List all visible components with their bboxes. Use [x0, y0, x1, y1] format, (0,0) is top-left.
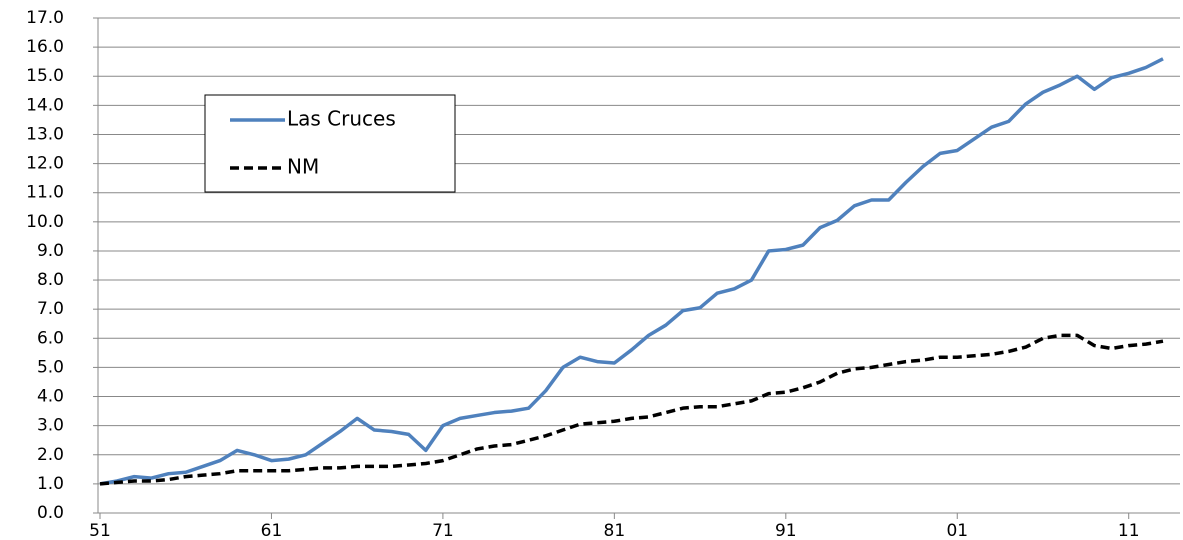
y-tick-label: 11.0 [26, 183, 64, 203]
y-tick-label: 2.0 [37, 445, 64, 465]
y-tick-label: 6.0 [37, 328, 64, 348]
x-tick-label: 01 [946, 521, 968, 540]
y-tick-label: 16.0 [26, 37, 64, 57]
legend-label: NM [287, 155, 319, 179]
x-tick-label: 51 [89, 521, 111, 540]
y-tick-label: 10.0 [26, 212, 64, 232]
x-tick-label: 11 [1118, 521, 1140, 540]
y-tick-label: 12.0 [26, 154, 64, 174]
y-tick-label: 9.0 [37, 241, 64, 261]
x-tick-label: 81 [604, 521, 626, 540]
x-tick-label: 91 [775, 521, 797, 540]
x-tick-label: 61 [261, 521, 283, 540]
y-tick-label: 14.0 [26, 95, 64, 115]
y-tick-label: 5.0 [37, 357, 64, 377]
legend-label: Las Cruces [287, 107, 396, 131]
legend-box [204, 94, 456, 193]
y-tick-label: 7.0 [37, 299, 64, 319]
y-tick-label: 1.0 [37, 474, 64, 494]
y-tick-label: 13.0 [26, 124, 64, 144]
series-line [99, 57, 1164, 486]
y-tick-label: 4.0 [37, 387, 64, 407]
y-tick-label: 0.0 [37, 503, 64, 523]
y-tick-label: 15.0 [26, 66, 64, 86]
x-tick-label: 71 [432, 521, 454, 540]
y-tick-label: 8.0 [37, 270, 64, 290]
y-tick-label: 17.0 [26, 8, 64, 28]
y-tick-label: 3.0 [37, 416, 64, 436]
series-line [99, 333, 1164, 486]
